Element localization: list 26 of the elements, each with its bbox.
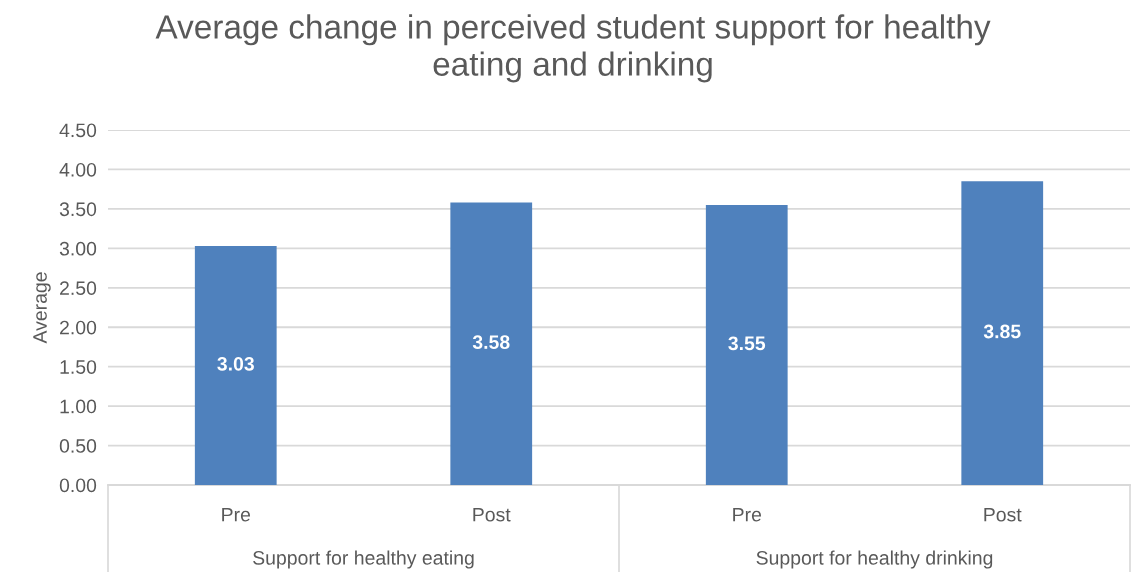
bar [705,204,788,485]
y-tick-label: 4.50 [59,123,97,138]
x-tick-label: Post [473,507,511,522]
data-label: 3.55 [728,336,766,351]
y-axis-title: Average [33,272,51,344]
y-tick-label: 2.00 [60,320,97,335]
x-tick-label: Post [984,507,1022,522]
x-tick-label: Pre [222,507,251,522]
data-label: 3.85 [983,324,1021,339]
y-tick-label: 3.00 [59,241,97,256]
text: Support for healthy drinking [756,550,993,569]
y-tick-label: 2.50 [60,281,97,296]
y-tick-label: 0.00 [59,478,97,493]
bar [450,202,533,485]
bar [961,181,1044,485]
data-label: 3.58 [472,335,510,350]
data-label: 3.03 [217,356,254,371]
bar [194,245,277,485]
chart-title: Average change in perceived student support for healthy eating and drinking [155,14,991,83]
text: Support for healthy eating [253,550,474,569]
y-tick-label: 4.00 [59,162,97,177]
y-tick-label: 0.50 [59,439,97,453]
y-tick-label: 1.00 [60,399,97,414]
x-tick-label: Pre [733,507,762,522]
y-tick-label: 3.50 [59,202,97,217]
y-tick-label: 1.50 [60,360,97,374]
